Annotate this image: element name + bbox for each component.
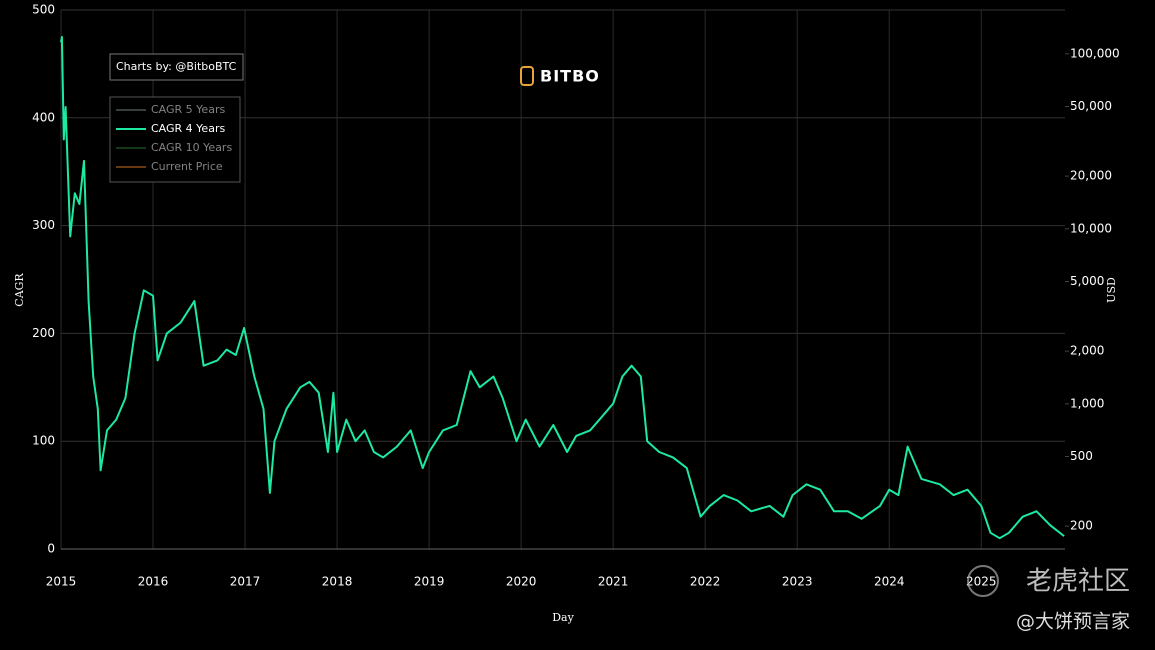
legend-box <box>109 96 241 183</box>
y2-tick-label: 500 <box>1070 449 1093 463</box>
x-axis-label: Day <box>552 611 574 624</box>
logo: BITBO <box>540 67 600 86</box>
y2-tick-label: 1,000 <box>1070 396 1104 410</box>
x-tick-label: 2021 <box>598 575 629 589</box>
y2-tick-label: 5,000 <box>1070 274 1104 288</box>
x-tick-label: 2024 <box>874 575 905 589</box>
legend-label: CAGR 10 Years <box>151 141 232 154</box>
y2-tick-label: 2,000 <box>1070 344 1104 358</box>
y-tick-label: 100 <box>32 434 55 448</box>
y2-tick-label: 200 <box>1070 519 1093 533</box>
x-tick-label: 2017 <box>230 575 261 589</box>
annotation-box <box>109 53 244 81</box>
y-axis-label: CAGR <box>13 273 26 307</box>
legend-label: CAGR 4 Years <box>151 122 225 135</box>
y-tick-label: 0 <box>47 542 55 556</box>
x-tick-label: 2025 <box>966 575 997 589</box>
y2-tick-label: 10,000 <box>1070 221 1112 235</box>
legend-label: Current Price <box>151 160 223 173</box>
line-series <box>60 36 1065 540</box>
y-tick-label: 500 <box>32 3 55 17</box>
y-tick-label: 200 <box>32 326 55 340</box>
grid: 2015 2016 2017 2018 2019 2020 2021 2022 2023 2024… <box>32 3 1120 589</box>
author: @大饼预言家 <box>1016 611 1130 633</box>
y2-axis-label: USD <box>1105 277 1118 303</box>
logo-icon <box>520 66 534 86</box>
y-tick-label: 300 <box>32 218 55 232</box>
x-tick-label: 2020 <box>506 575 537 589</box>
x-tick-label: 2015 <box>46 575 77 589</box>
y2-tick-label: 50,000 <box>1070 99 1112 113</box>
x-tick-label: 2023 <box>782 575 813 589</box>
y-tick-label: 400 <box>32 110 55 124</box>
legend: CAGR 5 Years CAGR 4 Years CAGR 10 Years Cur… <box>116 103 232 173</box>
watermark: 老虎社区 <box>1026 567 1130 597</box>
x-tick-label: 2019 <box>414 575 445 589</box>
plot <box>60 36 1065 540</box>
y2-tick-label: 20,000 <box>1070 169 1112 183</box>
legend-label: CAGR 5 Years <box>151 103 225 116</box>
annotation: Charts by: @BitboBTC <box>116 60 237 73</box>
watermark-icon <box>967 565 999 597</box>
y2-tick-label: 100,000 <box>1070 46 1120 60</box>
x-tick-label: 2018 <box>322 575 353 589</box>
x-tick-label: 2022 <box>690 575 721 589</box>
x-tick-label: 2016 <box>138 575 169 589</box>
